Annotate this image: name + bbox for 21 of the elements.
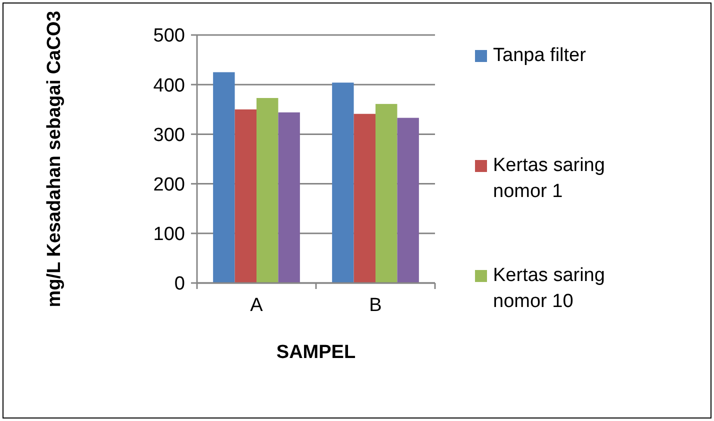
y-tick-label: 0 [174,274,185,295]
y-tick-label: 300 [153,124,185,146]
bar [213,72,235,283]
y-tick-label: 500 [153,26,185,47]
legend-label: Kertas saring nomor 10 [493,265,605,312]
x-axis-title: SAMPEL [276,342,356,363]
bar [256,98,278,283]
y-tick-label: 200 [153,174,185,196]
y-tick-label: 400 [153,75,185,96]
y-tick-label: 100 [153,224,185,246]
bar [234,109,256,283]
x-tick-label: B [369,295,382,316]
bar [332,82,354,283]
bar [376,104,398,283]
y-axis-title: mg/L Kesadahan sebagai CaCO3 [44,10,65,308]
legend-label: Tanpa filter [493,45,587,66]
bar [354,114,376,283]
x-tick-label: A [250,295,264,316]
bar [397,118,419,283]
bar [278,112,300,283]
legend-label: Kertas saring nomor 1 [493,155,605,202]
